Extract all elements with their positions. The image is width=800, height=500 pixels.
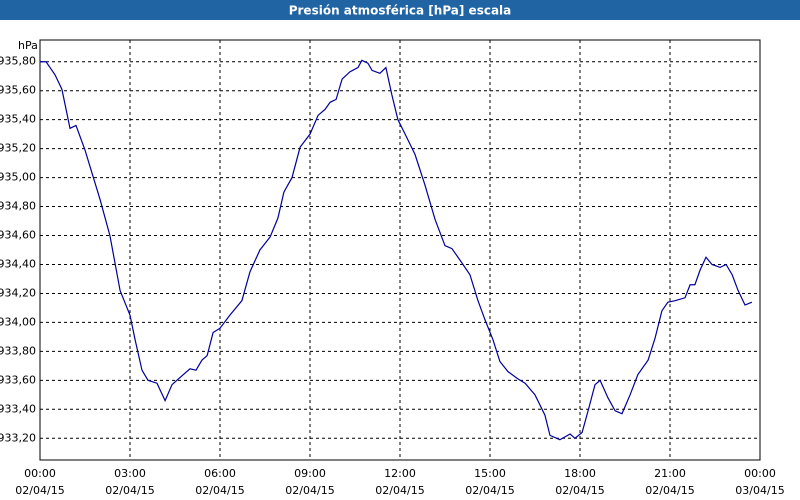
chart-title: Presión atmosférica [hPa] escala xyxy=(289,4,512,18)
y-tick-label: 934,80 xyxy=(0,200,36,213)
x-tick-date: 02/04/15 xyxy=(465,484,514,497)
y-unit: hPa xyxy=(18,39,38,52)
x-tick-label: 18:00 xyxy=(564,467,596,480)
x-tick-label: 15:00 xyxy=(474,467,506,480)
y-tick-label: 934,40 xyxy=(0,257,36,270)
y-tick-label: 935,60 xyxy=(0,84,36,97)
x-tick-date: 03/04/15 xyxy=(735,484,784,497)
x-tick-label: 03:00 xyxy=(114,467,146,480)
x-tick-label: 06:00 xyxy=(204,467,236,480)
data-line xyxy=(40,59,753,441)
x-tick-date: 02/04/15 xyxy=(105,484,154,497)
y-tick-label: 934,20 xyxy=(0,286,36,299)
title-bar xyxy=(0,0,800,20)
x-tick-date: 02/04/15 xyxy=(375,484,424,497)
y-tick-label: 933,60 xyxy=(0,373,36,386)
x-tick-label: 12:00 xyxy=(384,467,416,480)
y-tick-label: 934,60 xyxy=(0,229,36,242)
x-tick-label: 00:00 xyxy=(744,467,776,480)
x-tick-date: 02/04/15 xyxy=(195,484,244,497)
y-tick-label: 933,80 xyxy=(0,344,36,357)
x-tick-date: 02/04/15 xyxy=(285,484,334,497)
y-tick-label: 935,80 xyxy=(0,55,36,68)
y-tick-label: 935,00 xyxy=(0,171,36,184)
x-tick-label: 21:00 xyxy=(654,467,686,480)
y-tick-label: 933,40 xyxy=(0,402,36,415)
y-tick-label: 935,20 xyxy=(0,142,36,155)
x-tick-label: 09:00 xyxy=(294,467,326,480)
y-tick-label: 933,20 xyxy=(0,431,36,444)
x-tick-date: 02/04/15 xyxy=(15,484,64,497)
x-tick-date: 02/04/15 xyxy=(555,484,604,497)
x-tick-date: 02/04/15 xyxy=(645,484,694,497)
y-tick-label: 934,00 xyxy=(0,315,36,328)
x-tick-label: 00:00 xyxy=(24,467,56,480)
y-tick-label: 935,40 xyxy=(0,113,36,126)
